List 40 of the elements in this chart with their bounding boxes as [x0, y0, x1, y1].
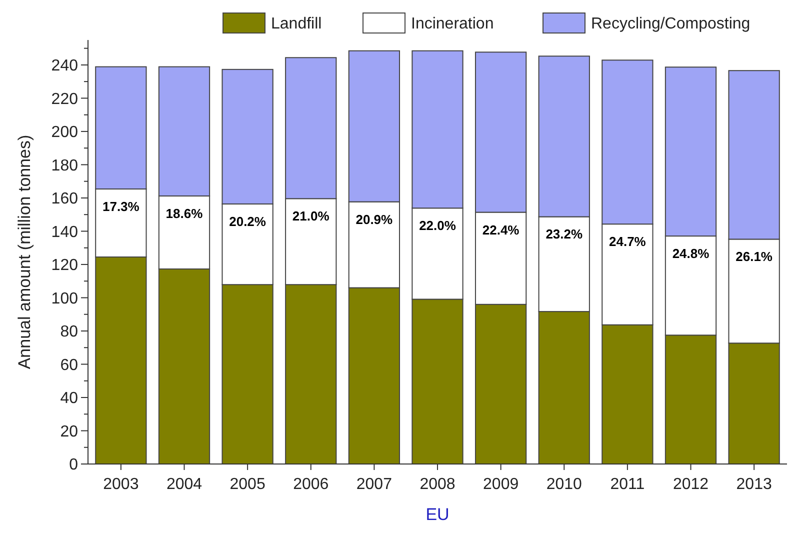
y-tick-label: 20	[60, 423, 78, 440]
x-tick-label: 2008	[420, 476, 456, 493]
x-tick-label: 2013	[736, 476, 772, 493]
y-axis-title: Annual amount (million tonnes)	[15, 134, 34, 370]
y-tick-label: 40	[60, 390, 78, 408]
x-axis-title: EU	[426, 505, 450, 524]
annotation: 26.1%	[736, 249, 773, 264]
annotation: 24.8%	[672, 246, 710, 262]
annotation: 21.0%	[292, 208, 330, 224]
annotation: 23.2%	[546, 226, 583, 242]
y-tick-label: 200	[51, 124, 78, 142]
legend-label: Recycling/Composting	[591, 16, 750, 33]
y-tick-label: 140	[51, 224, 78, 241]
annotation: 18.6%	[166, 206, 204, 221]
x-tick-label: 2010	[546, 476, 582, 493]
legend-label: Landfill	[271, 16, 322, 33]
annotation: 22.0%	[419, 218, 456, 234]
annotation: 22.4%	[482, 222, 520, 238]
y-tick-label: 80	[60, 324, 78, 341]
x-tick-label: 2012	[672, 476, 709, 493]
x-tick-label: 2005	[230, 476, 266, 493]
y-tick-label: 160	[51, 190, 78, 208]
y-tick-label: 60	[60, 356, 78, 374]
x-tick-label: 2006	[293, 476, 329, 493]
annotation: 17.3%	[102, 198, 140, 214]
y-tick-label: 240	[51, 58, 78, 75]
y-tick-label: 0	[69, 456, 78, 474]
x-tick-label: 2011	[610, 476, 645, 493]
y-tick-label: 220	[51, 90, 78, 108]
annotation: 24.7%	[609, 234, 646, 250]
y-tick-label: 120	[51, 257, 78, 274]
y-tick-label: 180	[51, 157, 78, 174]
x-tick-label: 2004	[166, 476, 202, 493]
x-tick-label: 2003	[103, 476, 139, 493]
legend-label: Incineration	[411, 16, 494, 33]
y-tick-label: 100	[51, 290, 78, 308]
x-tick-label: 2007	[356, 476, 392, 493]
x-tick-label: 2009	[483, 476, 519, 493]
annotation: 20.9%	[356, 212, 394, 227]
annotation: 20.2%	[229, 214, 266, 229]
